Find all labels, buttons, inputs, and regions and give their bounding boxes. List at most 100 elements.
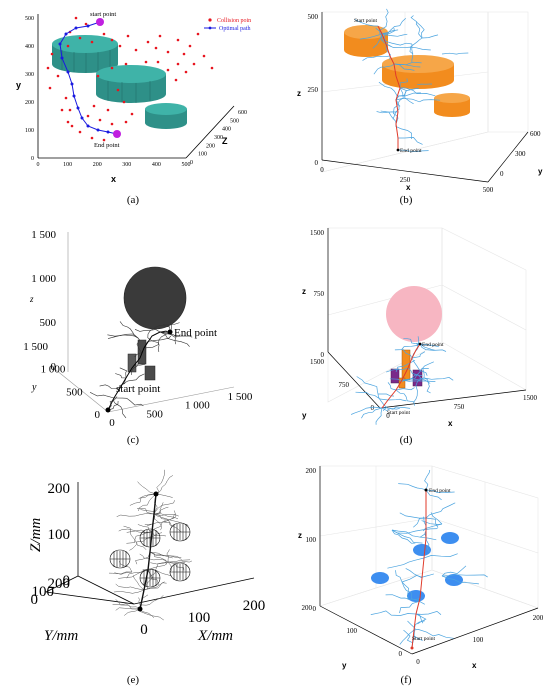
tree-branch: [114, 571, 133, 575]
tree-branch: [401, 581, 410, 601]
c-z-tick: 1 000: [31, 273, 56, 285]
disc-obstacle: [371, 572, 389, 584]
tree-branch: [394, 343, 421, 351]
tree-branch: [401, 573, 434, 583]
e-z-tick: 100: [48, 527, 71, 543]
tree-branch: [135, 541, 147, 550]
e-z-tick: 0: [63, 573, 71, 589]
tree-branch: [163, 521, 182, 533]
tree-branch: [143, 335, 172, 349]
collision-point: [196, 32, 200, 36]
collision-point: [144, 60, 148, 64]
tree-branch: [425, 502, 456, 519]
tree-branch: [356, 376, 379, 395]
path-point: [72, 94, 76, 98]
path-point: [96, 128, 100, 132]
d-start-label: Start point: [387, 410, 411, 416]
e-y-tick: 0: [31, 592, 39, 608]
a-z-tick: 100: [198, 152, 207, 158]
d-y-tick: 0: [371, 404, 375, 412]
tree-branch: [423, 377, 431, 394]
c-end-label: End point: [174, 327, 217, 339]
cage-obstacle: [169, 522, 191, 542]
f-y-tick: 200: [302, 604, 313, 612]
tree-branch: [419, 343, 447, 352]
c-y-tick: 0: [95, 409, 101, 421]
collision-point: [78, 130, 82, 134]
tree-branch: [112, 397, 127, 419]
tree-branch: [401, 368, 429, 381]
c-y-tick: 500: [66, 386, 83, 398]
tree-branch: [393, 61, 422, 66]
d-y-tick: 750: [339, 381, 350, 389]
collision-point: [188, 44, 192, 48]
d-z-tick: 1500: [310, 229, 325, 237]
a-y-tick: 500: [25, 16, 34, 22]
collision-point: [46, 66, 50, 70]
collision-point: [56, 74, 60, 78]
cage-obstacle: [139, 528, 161, 548]
a-x-tick: 300: [122, 162, 131, 168]
tree-branch: [441, 575, 479, 585]
a-y-tick: 300: [25, 72, 34, 78]
tree-branch: [422, 361, 434, 379]
collision-point: [84, 22, 88, 26]
a-y-tick: 100: [25, 128, 34, 134]
tree-branch: [116, 513, 155, 517]
f-x-tick: 100: [473, 636, 484, 644]
d-z-tick: 0: [321, 351, 325, 359]
collision-point: [130, 112, 134, 116]
d-x-tick: 1500: [523, 394, 538, 402]
collision-point: [118, 44, 122, 48]
tree-branch: [381, 407, 400, 411]
c-z-tick: 1 500: [31, 229, 56, 241]
collision-point: [66, 120, 70, 124]
tree-branch: [115, 607, 141, 611]
collision-point: [64, 96, 68, 100]
chart-a-svg: 0 100 200 300 400 500 0 100 200 300 400 500 0 100 20…: [16, 11, 251, 184]
tree-branch: [134, 337, 143, 358]
tree-branch: [402, 348, 413, 359]
tree-branch: [391, 529, 416, 544]
tree-branch: [395, 98, 441, 103]
e-zlabel: Z/mm: [28, 518, 44, 552]
tree-branch: [377, 393, 387, 411]
caption-f: (f): [400, 674, 412, 686]
cage-obstacles: [109, 522, 191, 588]
tree-branch: [399, 597, 421, 614]
path-point: [80, 116, 84, 120]
tree-branch: [361, 407, 383, 419]
cage-obstacle: [109, 549, 131, 569]
tree-branch: [350, 406, 383, 415]
tree-branch: [119, 379, 126, 389]
tree-branch: [378, 393, 395, 397]
path-point: [86, 124, 90, 128]
a-z-tick: 0: [190, 160, 193, 166]
e-x-tick: 100: [188, 610, 211, 626]
c-start-label: start point: [116, 383, 160, 395]
collision-point: [122, 100, 126, 104]
tree-branch: [153, 506, 169, 515]
tree-branch: [134, 329, 161, 333]
optimal-path: [381, 343, 421, 409]
tree-branch: [139, 608, 164, 621]
collision-point: [202, 54, 206, 58]
f-end-dot: [424, 488, 428, 492]
tree-branch: [387, 398, 407, 402]
legend-label-path: Optimal path: [219, 26, 251, 32]
tree-branch: [155, 493, 173, 498]
tree-branch: [396, 87, 404, 107]
tree-branch: [413, 377, 425, 403]
tree-branch: [113, 397, 144, 407]
collision-point: [156, 60, 160, 64]
tree-branch: [149, 551, 191, 561]
tree-branch: [403, 337, 421, 345]
b-y-tick: 600: [530, 130, 541, 138]
e-y-tick: 100: [32, 584, 55, 600]
c-x-tick: 0: [109, 417, 115, 429]
tree-branch: [354, 19, 379, 27]
collision-point: [158, 34, 162, 38]
tree-branch: [372, 33, 383, 49]
panel-c: 0 500 1 000 1 500 0 500 1 000 1 500 0 500 1 000 1…: [8, 222, 270, 432]
path-point: [60, 56, 64, 60]
